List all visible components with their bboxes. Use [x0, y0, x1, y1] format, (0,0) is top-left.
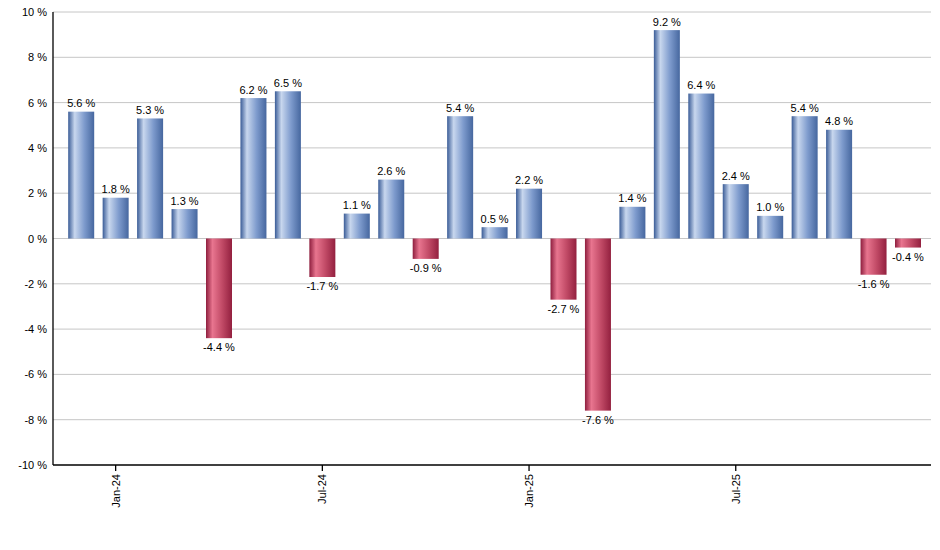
- bar-value-label: -4.4 %: [203, 341, 235, 353]
- y-tick-label: 0 %: [28, 233, 47, 245]
- bar: [861, 239, 887, 275]
- bar-value-label: 1.4 %: [618, 192, 646, 204]
- bar-value-label: 9.2 %: [653, 16, 681, 28]
- bar: [688, 94, 714, 239]
- bar-value-label: -1.7 %: [306, 280, 338, 292]
- y-tick-label: -6 %: [24, 368, 47, 380]
- y-tick-label: -2 %: [24, 278, 47, 290]
- bar: [895, 239, 921, 248]
- y-tick-label: 10 %: [22, 6, 47, 18]
- bar-value-label: 2.4 %: [722, 170, 750, 182]
- bar: [447, 116, 473, 238]
- bar: [585, 239, 611, 411]
- x-tick-label: Jul-24: [316, 474, 328, 504]
- bar-value-label: 2.2 %: [515, 174, 543, 186]
- bar-value-label: -1.6 %: [858, 278, 890, 290]
- bar: [516, 189, 542, 239]
- bar: [68, 112, 94, 239]
- y-tick-label: 2 %: [28, 187, 47, 199]
- bar-value-label: 5.6 %: [67, 97, 95, 109]
- bar-value-label: -0.9 %: [410, 262, 442, 274]
- y-tick-label: -10 %: [18, 459, 47, 471]
- bar-value-label: 4.8 %: [825, 115, 853, 127]
- bar: [240, 98, 266, 238]
- y-tick-label: 4 %: [28, 142, 47, 154]
- bar: [723, 184, 749, 238]
- bar: [344, 214, 370, 239]
- y-tick-label: -8 %: [24, 414, 47, 426]
- bar: [654, 30, 680, 238]
- bar-value-label: -7.6 %: [582, 414, 614, 426]
- bar-value-label: 6.4 %: [687, 79, 715, 91]
- bar: [309, 239, 335, 278]
- bar-value-label: 1.3 %: [170, 195, 198, 207]
- bar-value-label: 2.6 %: [377, 165, 405, 177]
- bar: [413, 239, 439, 259]
- bar-value-label: 1.1 %: [343, 199, 371, 211]
- bar-value-label: 6.2 %: [239, 84, 267, 96]
- bar-value-label: 0.5 %: [481, 213, 509, 225]
- bar: [619, 207, 645, 239]
- bar: [103, 198, 129, 239]
- chart-svg: 10 % 8 % 6 % 4 % 2 % 0 % -2 % -4 % -6 % -8 % -10 %…: [0, 0, 940, 550]
- bar-value-label: 5.4 %: [791, 102, 819, 114]
- y-tick-label: 6 %: [28, 97, 47, 109]
- monthly-returns-bar-chart: 10 % 8 % 6 % 4 % 2 % 0 % -2 % -4 % -6 % -8 % -10 %…: [0, 0, 940, 550]
- bar-value-label: 5.4 %: [446, 102, 474, 114]
- x-tick-label: Jan-25: [523, 474, 535, 508]
- bar: [137, 118, 163, 238]
- bar-value-label: 6.5 %: [274, 77, 302, 89]
- bar-value-label: -0.4 %: [892, 251, 924, 263]
- bar: [378, 180, 404, 239]
- bar: [792, 116, 818, 238]
- bar: [551, 239, 577, 300]
- bar-value-label: 1.8 %: [102, 183, 130, 195]
- y-tick-label: -4 %: [24, 323, 47, 335]
- x-tick-label: Jul-25: [730, 474, 742, 504]
- y-tick-label: 8 %: [28, 51, 47, 63]
- bar: [482, 227, 508, 238]
- bar: [757, 216, 783, 239]
- bar-value-label: 1.0 %: [756, 201, 784, 213]
- bar: [172, 209, 198, 238]
- bar-value-label: 5.3 %: [136, 104, 164, 116]
- x-tick-label: Jan-24: [110, 474, 122, 508]
- bar: [826, 130, 852, 239]
- bar: [206, 239, 232, 339]
- bar: [275, 91, 301, 238]
- bar-value-label: -2.7 %: [548, 303, 580, 315]
